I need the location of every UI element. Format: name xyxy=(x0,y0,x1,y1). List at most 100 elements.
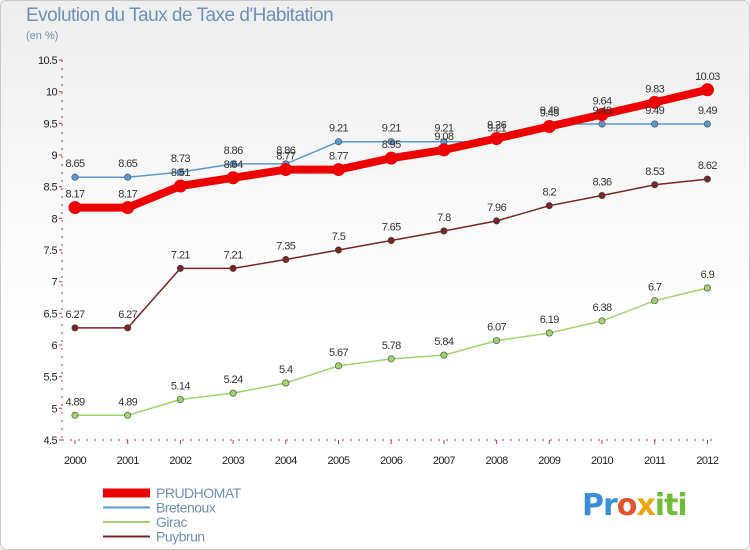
chart-title: Evolution du Taux de Taxe d'Habitation xyxy=(26,5,334,26)
data-label-puybrun: 7.35 xyxy=(276,241,295,253)
data-point-prudhomat xyxy=(279,163,293,177)
data-point-bretenoux xyxy=(176,168,184,176)
data-label-bretenoux: 9.49 xyxy=(592,105,611,117)
data-label-puybrun: 7.65 xyxy=(382,222,401,234)
proxiti-logo: Proxiti xyxy=(582,488,688,523)
data-point-girac xyxy=(440,351,448,359)
data-label-prudhomat: 10.03 xyxy=(695,71,720,83)
data-point-prudhomat xyxy=(173,179,187,193)
x-tick-label: 2012 xyxy=(696,455,719,467)
data-label-puybrun: 8.53 xyxy=(645,166,664,178)
data-label-bretenoux: 8.65 xyxy=(118,158,137,170)
legend-label-bretenoux: Bretenoux xyxy=(156,500,216,516)
data-label-prudhomat: 8.64 xyxy=(224,159,243,171)
data-point-prudhomat xyxy=(595,107,609,121)
data-label-girac: 4.89 xyxy=(118,396,137,408)
data-label-puybrun: 7.8 xyxy=(437,212,451,224)
data-label-puybrun: 8.62 xyxy=(698,160,717,172)
data-label-girac: 5.4 xyxy=(279,364,293,376)
data-label-puybrun: 8.2 xyxy=(543,187,557,199)
data-label-puybrun: 7.96 xyxy=(487,202,506,214)
data-point-puybrun xyxy=(651,181,659,189)
data-point-girac xyxy=(703,284,711,292)
data-label-prudhomat: 9.45 xyxy=(540,108,559,120)
x-tick-label: 2010 xyxy=(591,455,614,467)
y-tick-label: 6.5 xyxy=(44,308,58,320)
series-points xyxy=(68,83,714,419)
data-label-bretenoux: 9.21 xyxy=(487,123,506,135)
data-label-prudhomat: 8.77 xyxy=(329,151,348,163)
data-point-girac xyxy=(598,317,606,325)
data-point-puybrun xyxy=(545,202,553,210)
data-label-prudhomat: 9.08 xyxy=(434,131,453,143)
data-label-bretenoux: 8.86 xyxy=(224,145,243,157)
x-tick-label: 2001 xyxy=(117,455,140,467)
data-label-bretenoux: 9.21 xyxy=(329,123,348,135)
data-point-girac xyxy=(387,355,395,363)
data-label-bretenoux: 8.65 xyxy=(65,158,84,170)
data-label-bretenoux: 9.21 xyxy=(434,123,453,135)
y-tick-label: 9 xyxy=(51,150,57,162)
data-point-girac xyxy=(71,411,79,419)
data-point-girac xyxy=(229,389,237,397)
data-label-bretenoux: 8.73 xyxy=(171,153,190,165)
data-point-puybrun xyxy=(282,255,290,263)
x-tick-label: 2002 xyxy=(169,455,192,467)
data-point-bretenoux xyxy=(124,173,132,181)
data-label-girac: 5.24 xyxy=(224,374,243,386)
data-point-prudhomat xyxy=(490,132,504,146)
x-tick-label: 2008 xyxy=(486,455,509,467)
data-point-prudhomat xyxy=(648,95,662,109)
data-point-girac xyxy=(545,329,553,337)
data-point-prudhomat xyxy=(121,201,135,215)
data-label-puybrun: 8.36 xyxy=(592,177,611,189)
data-point-bretenoux xyxy=(651,120,659,128)
data-point-puybrun xyxy=(387,237,395,245)
data-point-prudhomat xyxy=(68,201,82,215)
data-point-bretenoux xyxy=(703,120,711,128)
logo-part-2: o xyxy=(616,488,638,523)
legend-label-girac: Girac xyxy=(156,514,187,530)
data-point-girac xyxy=(124,411,132,419)
legend-label-puybrun: Puybrun xyxy=(156,529,205,545)
x-tick-label: 2000 xyxy=(64,455,87,467)
data-label-girac: 6.7 xyxy=(648,282,662,294)
data-label-bretenoux: 9.49 xyxy=(540,105,559,117)
data-point-girac xyxy=(493,337,501,345)
x-tick-label: 2005 xyxy=(327,455,350,467)
data-point-bretenoux xyxy=(598,120,606,128)
data-label-puybrun: 7.21 xyxy=(224,249,243,261)
y-tick-label: 8 xyxy=(51,213,57,225)
y-tick-label: 8.5 xyxy=(44,182,58,194)
data-point-prudhomat xyxy=(437,143,451,157)
data-label-puybrun: 7.21 xyxy=(171,249,190,261)
data-point-girac xyxy=(651,297,659,305)
data-point-puybrun xyxy=(229,264,237,272)
data-point-bretenoux xyxy=(334,138,342,146)
data-label-bretenoux: 9.49 xyxy=(698,105,717,117)
data-point-bretenoux xyxy=(229,160,237,168)
x-tick-label: 2007 xyxy=(433,455,456,467)
data-label-girac: 5.78 xyxy=(382,340,401,352)
data-label-puybrun: 6.27 xyxy=(65,309,84,321)
data-label-puybrun: 6.27 xyxy=(118,309,137,321)
y-tick-label: 7.5 xyxy=(44,245,58,257)
y-tick-label: 4.5 xyxy=(44,435,58,447)
data-point-puybrun xyxy=(598,192,606,200)
data-label-girac: 5.14 xyxy=(171,380,190,392)
data-label-girac: 6.9 xyxy=(701,269,715,281)
x-tick-label: 2004 xyxy=(275,455,298,467)
logo-part-4: iti xyxy=(654,488,688,523)
data-label-puybrun: 7.5 xyxy=(332,231,346,243)
x-tick-label: 2011 xyxy=(644,455,666,467)
data-label-prudhomat: 8.17 xyxy=(65,189,84,201)
data-point-prudhomat xyxy=(700,83,714,97)
data-label-girac: 6.38 xyxy=(592,302,611,314)
data-label-prudhomat: 8.77 xyxy=(276,151,295,163)
data-point-puybrun xyxy=(334,246,342,254)
x-tick-label: 2006 xyxy=(380,455,403,467)
data-point-girac xyxy=(334,362,342,370)
